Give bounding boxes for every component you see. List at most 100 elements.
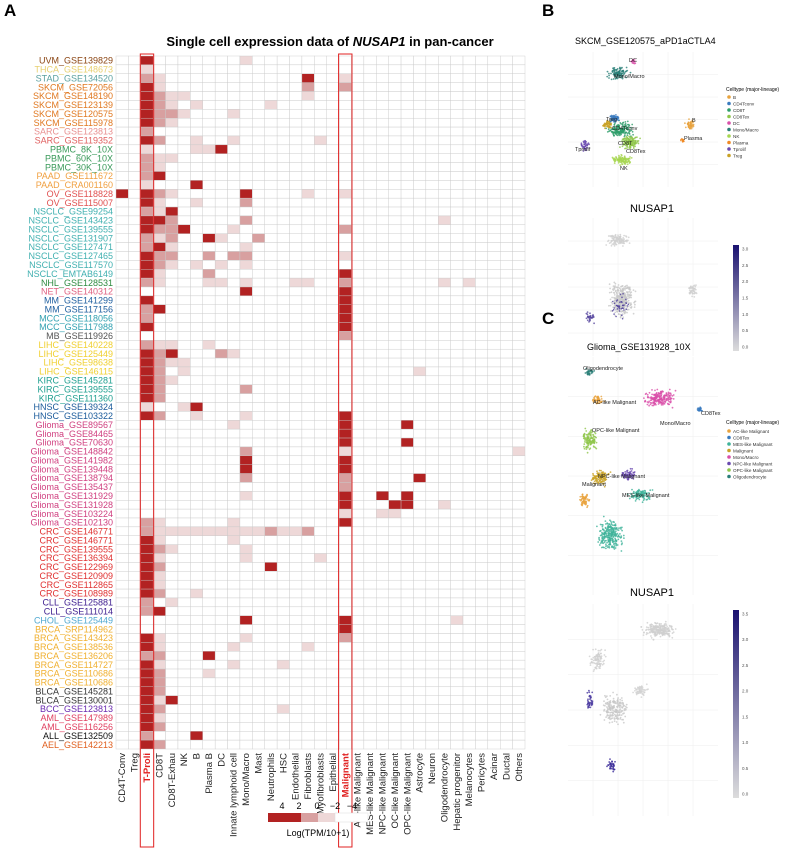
heatmap-cell-r8-c29: [475, 126, 489, 137]
heatmap-cell-r67-c3: [152, 651, 166, 661]
heatmap-cell-r42-c14: [289, 428, 303, 439]
heatmap-cell-r51-c32: [512, 508, 526, 519]
heatmap-cell-r19-c6: [190, 224, 203, 234]
heatmap-cell-r41-c7: [202, 420, 216, 430]
heatmap-cell-r9-c28: [462, 135, 476, 146]
heatmap-cell-r22-c19: [351, 251, 365, 261]
heatmap-cell-r72-c10: [239, 695, 253, 705]
heatmap-cell-r74-c1: [128, 713, 141, 723]
heatmap-cell-r74-c11: [252, 713, 265, 723]
heatmap-cell-r47-c8: [214, 473, 228, 483]
heatmap-cell-r56-c14: [289, 553, 303, 563]
heatmap-cell-r50-c30: [487, 500, 501, 510]
heatmap-cell-r50-c1: [128, 500, 141, 510]
heatmap-cell-r42-c7: [202, 428, 216, 439]
heatmap-cell-r71-c14: [289, 686, 303, 696]
heatmap-cell-r57-c19: [351, 562, 365, 572]
heatmap-cell-r19-c28: [462, 224, 476, 234]
heatmap-cell-r3-c8: [214, 82, 228, 92]
heatmap-cell-r62-c28: [462, 606, 476, 616]
heatmap-cell-r73-c0: [115, 704, 129, 714]
row-label-47: Glioma_GSE138794: [30, 473, 113, 483]
heatmap-cell-r60-c19: [351, 588, 365, 599]
heatmap-cell-r42-c0: [115, 428, 129, 439]
heatmap-cell-r12-c24: [413, 162, 427, 172]
heatmap-cell-r72-c9: [227, 695, 241, 705]
heatmap-cell-r10-c19: [351, 144, 365, 154]
heatmap-cell-r24-c15: [301, 269, 315, 279]
heatmap-cell-r41-c13: [276, 420, 290, 430]
heatmap-cell-r67-c19: [351, 651, 365, 661]
heatmap-cell-r53-c12: [264, 526, 278, 536]
heatmap-cell-r27-c0: [115, 295, 129, 305]
heatmap-cell-r58-c20: [363, 571, 377, 581]
heatmap-cell-r51-c13: [276, 508, 290, 519]
heatmap-cell-r71-c5: [177, 686, 191, 696]
heatmap-cell-r9-c24: [413, 135, 427, 146]
heatmap-cell-r48-c19: [351, 482, 365, 492]
heatmap-cell-r69-c15: [301, 668, 315, 679]
heatmap-cell-r62-c12: [264, 606, 278, 616]
heatmap-cell-r8-c28: [462, 126, 476, 137]
heatmap-cell-r30-c25: [425, 322, 439, 332]
heatmap-cell-r71-c8: [214, 686, 228, 696]
heatmap-cell-r0-c9: [227, 55, 241, 66]
heatmap-cell-r50-c15: [301, 500, 315, 510]
heatmap-cell-r18-c28: [462, 215, 476, 225]
heatmap-cell-r43-c21: [376, 437, 389, 448]
heatmap-cell-r22-c25: [425, 251, 439, 261]
heatmap-cell-r27-c29: [475, 295, 489, 305]
heatmap-cell-r1-c3: [152, 64, 166, 74]
heatmap-cell-r42-c9: [227, 428, 241, 439]
heatmap-cell-r17-c31: [500, 206, 513, 217]
heatmap-cell-r47-c5: [177, 473, 191, 483]
heatmap-cell-r27-c4: [165, 295, 179, 305]
heatmap-cell-r34-c10: [239, 357, 253, 368]
heatmap-cell-r69-c3: [152, 668, 166, 679]
heatmap-cell-r57-c23: [400, 562, 414, 572]
umap-c-cluster-label-1: AC-like Malignant: [593, 400, 637, 406]
heatmap-cell-r70-c8: [214, 677, 228, 687]
heatmap-cell-r35-c11: [252, 366, 265, 377]
heatmap-cell-r4-c8: [214, 91, 228, 101]
heatmap-cell-r33-c4: [165, 348, 179, 359]
heatmap-cell-r60-c9: [227, 588, 241, 599]
heatmap-title-prefix: Single cell expression data of: [166, 34, 352, 49]
heatmap-cell-r42-c1: [128, 428, 141, 439]
heatmap-cell-r14-c21: [376, 180, 389, 190]
heatmap-cell-r3-c7: [202, 82, 216, 92]
umap-b-legend-label-8: Tprolif: [733, 147, 746, 152]
heatmap-cell-r73-c15: [301, 704, 315, 714]
heatmap-cell-r44-c26: [438, 446, 451, 457]
heatmap-cell-r37-c30: [487, 384, 501, 394]
heatmap-cell-r38-c2: [140, 393, 154, 403]
heatmap-cell-r49-c22: [388, 491, 402, 501]
heatmap-cell-r20-c28: [462, 233, 476, 243]
heatmap-cell-r19-c21: [376, 224, 389, 234]
heatmap-cell-r70-c21: [376, 677, 389, 687]
heatmap-cell-r39-c18: [338, 402, 352, 412]
heatmap-cell-r14-c10: [239, 180, 253, 190]
heatmap-cell-r53-c31: [500, 526, 513, 536]
heatmap-cell-r7-c27: [450, 117, 464, 128]
legend-tick-4: 4: [279, 801, 284, 811]
umap-b-legend-dot-0: [727, 95, 731, 99]
umap-c-feature-colorbar: [733, 610, 739, 798]
heatmap-cell-r41-c16: [314, 420, 327, 430]
heatmap-cell-r29-c0: [115, 313, 129, 323]
heatmap-cell-r57-c30: [487, 562, 501, 572]
heatmap-cell-r61-c30: [487, 597, 501, 608]
heatmap-cell-r41-c11: [252, 420, 265, 430]
heatmap-cell-r68-c27: [450, 659, 464, 670]
heatmap-cell-r52-c15: [301, 517, 315, 528]
heatmap-cell-r50-c21: [376, 500, 389, 510]
heatmap-cell-r45-c0: [115, 455, 129, 465]
heatmap-cell-r41-c26: [438, 420, 451, 430]
heatmap-cell-r41-c28: [462, 420, 476, 430]
heatmap-highlight-boxes: [139, 53, 353, 848]
heatmap-cell-r47-c15: [301, 473, 315, 483]
heatmap-cell-r37-c16: [314, 384, 327, 394]
heatmap-cell-r68-c8: [214, 659, 228, 670]
heatmap-cell-r70-c22: [388, 677, 402, 687]
heatmap-cell-r71-c17: [326, 686, 340, 696]
